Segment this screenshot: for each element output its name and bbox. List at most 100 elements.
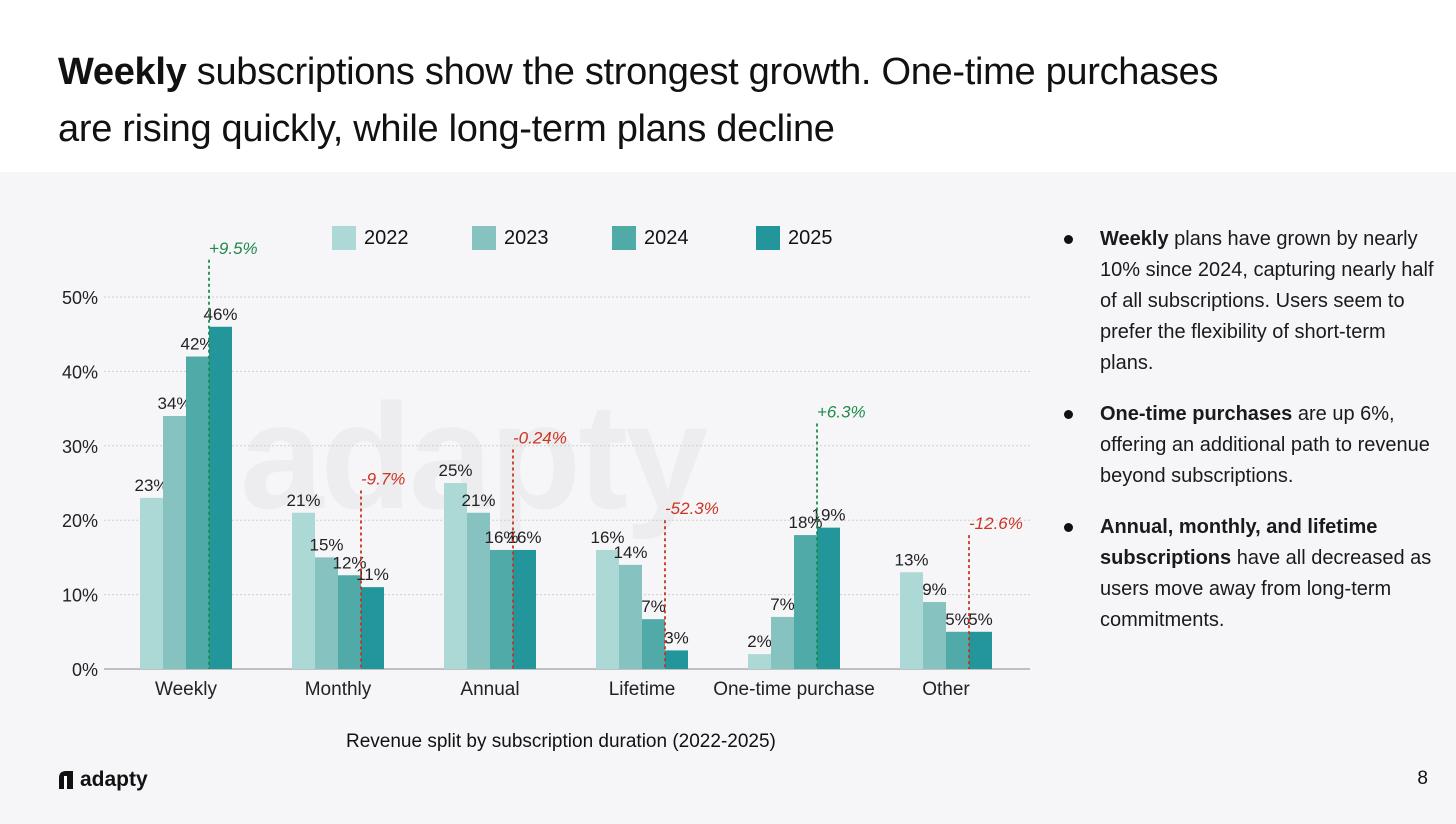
bar — [946, 631, 969, 669]
bar-value-label: 19% — [811, 506, 845, 525]
legend-swatch-2024 — [612, 226, 636, 250]
title-bold: Weekly — [58, 51, 187, 93]
change-label: -52.3% — [665, 499, 719, 518]
y-tick-label: 10% — [62, 586, 98, 606]
page-title: Weekly subscriptions show the strongest … — [58, 44, 1358, 158]
bar-value-label: 15% — [309, 535, 343, 554]
y-tick-label: 50% — [62, 288, 98, 308]
bullet-dot — [1064, 235, 1073, 244]
insight-bullets: Weekly plans have grown by nearly 10% si… — [1064, 224, 1444, 656]
bar — [619, 564, 642, 669]
change-label: +9.5% — [209, 239, 258, 258]
bar — [209, 326, 232, 669]
bullet-dot — [1064, 410, 1073, 419]
legend-swatch-2022 — [332, 226, 356, 250]
y-tick-label: 40% — [62, 362, 98, 382]
bar-value-label: 42% — [180, 335, 214, 354]
y-tick-label: 0% — [72, 660, 98, 680]
legend-item-2025: 2025 — [756, 226, 833, 250]
change-label: -12.6% — [969, 514, 1023, 533]
bar-value-label: 2% — [747, 632, 772, 651]
bullet-text: are up 6%, offering an additional path t… — [1100, 403, 1430, 487]
bar-value-label: 23% — [134, 476, 168, 495]
bar — [642, 619, 665, 669]
adapty-logo: adapty — [58, 768, 148, 792]
bullet-bold: Weekly — [1100, 228, 1169, 250]
legend-swatch-2025 — [756, 226, 780, 250]
bar — [900, 572, 923, 669]
legend-item-2023: 2023 — [472, 226, 549, 250]
bullet-bold: Annual, monthly, and lifetime subscripti… — [1100, 516, 1378, 569]
y-tick-label: 30% — [62, 437, 98, 457]
bar — [467, 512, 490, 669]
header: Weekly subscriptions show the strongest … — [0, 0, 1456, 172]
bar-value-label: 9% — [922, 580, 947, 599]
bar-value-label: 46% — [203, 305, 237, 324]
chart-caption: Revenue split by subscription duration (… — [346, 731, 776, 752]
category-label: Weekly — [155, 679, 217, 700]
bullet-text: plans have grown by nearly 10% since 202… — [1100, 228, 1434, 374]
bar-value-label: 7% — [641, 597, 666, 616]
bar-value-label: 16% — [507, 528, 541, 547]
bar-value-label: 13% — [894, 550, 928, 569]
category-label: Other — [922, 679, 970, 700]
legend-label-2023: 2023 — [504, 226, 549, 249]
bar-value-label: 12% — [332, 553, 366, 572]
change-label: -0.24% — [513, 429, 567, 448]
bar — [361, 587, 384, 669]
bar-value-label: 21% — [286, 491, 320, 510]
bullet-one-time: One-time purchases are up 6%, offering a… — [1064, 399, 1444, 492]
bar — [292, 512, 315, 669]
bullet-weekly: Weekly plans have grown by nearly 10% si… — [1064, 224, 1444, 379]
legend-item-2022: 2022 — [332, 226, 409, 250]
legend-label-2024: 2024 — [644, 226, 689, 249]
title-line1: subscriptions show the strongest growth.… — [186, 51, 1219, 93]
bar — [596, 549, 619, 669]
bar-value-label: 5% — [968, 610, 993, 629]
bar — [338, 575, 361, 669]
category-label: Lifetime — [609, 679, 676, 700]
bar-value-label: 25% — [438, 461, 472, 480]
adapty-logo-icon — [59, 771, 73, 789]
bar — [140, 497, 163, 669]
bar — [923, 602, 946, 669]
bar — [186, 356, 209, 669]
category-label: Monthly — [305, 679, 372, 700]
bar-value-label: 14% — [613, 543, 647, 562]
bar-value-label: 3% — [664, 628, 689, 647]
bar — [794, 535, 817, 669]
category-label: One-time purchase — [713, 679, 875, 700]
bar-value-label: 5% — [945, 610, 970, 629]
legend-label-2022: 2022 — [364, 226, 409, 249]
category-label: Annual — [460, 679, 519, 700]
legend-label-2025: 2025 — [788, 226, 833, 249]
bar-value-label: 21% — [461, 491, 495, 510]
bar — [490, 549, 513, 669]
bullet-long-term: Annual, monthly, and lifetime subscripti… — [1064, 512, 1444, 636]
bar — [665, 650, 688, 669]
bar — [444, 483, 467, 669]
bar-value-label: 11% — [356, 565, 389, 584]
bar — [163, 416, 186, 669]
bar-value-label: 18% — [788, 513, 822, 532]
bar — [748, 654, 771, 669]
bullet-text: have all decreased as users move away fr… — [1100, 547, 1432, 631]
bar-value-label: 34% — [157, 394, 191, 413]
page-number: 8 — [1417, 768, 1428, 789]
bar — [315, 557, 338, 669]
bar — [817, 527, 840, 669]
bar-value-label: 16% — [590, 528, 624, 547]
bar-value-label: 7% — [770, 595, 795, 614]
logo-text: adapty — [80, 768, 148, 791]
bar — [513, 549, 536, 669]
change-label: +6.3% — [817, 402, 866, 421]
legend-item-2024: 2024 — [612, 226, 689, 250]
y-tick-label: 20% — [62, 511, 98, 531]
change-label: -9.7% — [361, 469, 405, 488]
bullet-dot — [1064, 523, 1073, 532]
bar-value-label: 16% — [484, 528, 518, 547]
bullet-bold: One-time purchases — [1100, 403, 1293, 425]
legend-swatch-2023 — [472, 226, 496, 250]
bar — [771, 616, 794, 669]
